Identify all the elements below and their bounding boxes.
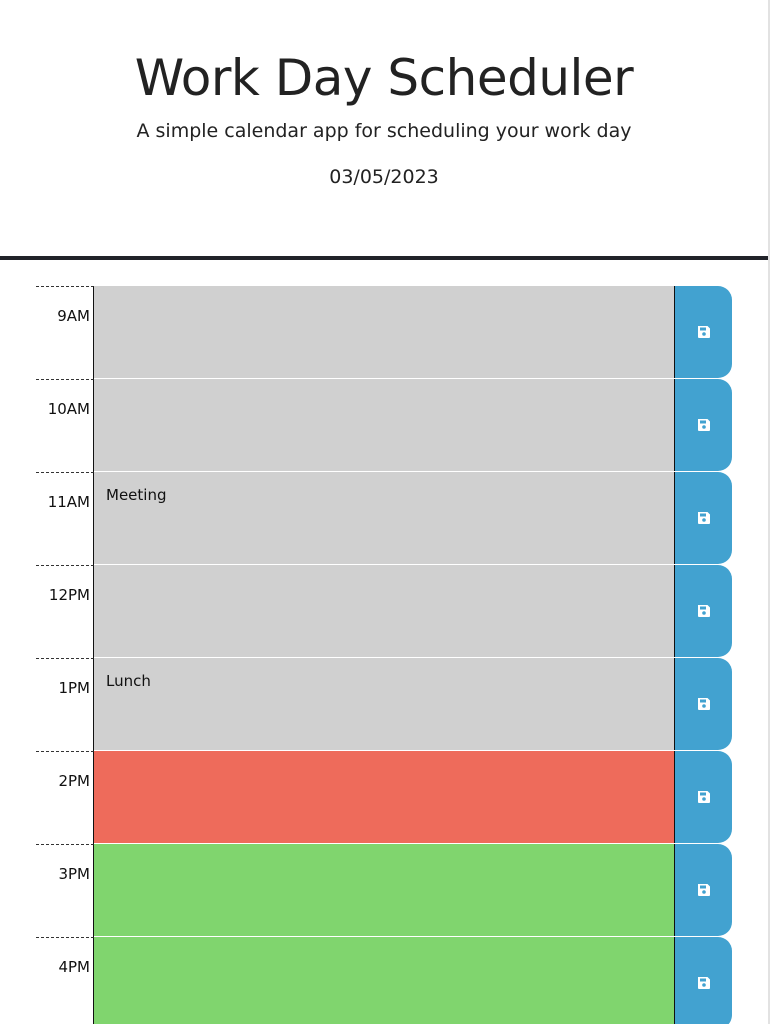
save-button[interactable] — [674, 751, 732, 843]
floppy-disk-icon — [697, 326, 710, 338]
hour-label: 2PM — [36, 751, 94, 844]
floppy-disk-icon — [697, 977, 710, 989]
save-button[interactable] — [674, 658, 732, 750]
time-block-11am: 11AM Meeting — [36, 472, 732, 565]
event-description-input[interactable]: Meeting — [94, 472, 674, 564]
event-description-input[interactable] — [94, 565, 674, 657]
floppy-disk-icon — [697, 884, 710, 896]
time-block-1pm: 1PM Lunch — [36, 658, 732, 751]
save-button[interactable] — [674, 844, 732, 936]
hour-label: 12PM — [36, 565, 94, 658]
time-block-10am: 10AM — [36, 379, 732, 472]
floppy-disk-icon — [697, 698, 710, 710]
save-button[interactable] — [674, 286, 732, 378]
floppy-disk-icon — [697, 512, 710, 524]
time-block-12pm: 12PM — [36, 565, 732, 658]
floppy-disk-icon — [697, 419, 710, 431]
save-button[interactable] — [674, 937, 732, 1024]
page-subtitle: A simple calendar app for scheduling you… — [136, 120, 632, 142]
time-block-4pm: 4PM — [36, 937, 732, 1024]
floppy-disk-icon — [697, 605, 710, 617]
save-button[interactable] — [674, 472, 732, 564]
current-date: 03/05/2023 — [329, 166, 439, 188]
page-title: Work Day Scheduler — [134, 49, 634, 107]
time-block-3pm: 3PM — [36, 844, 732, 937]
event-description-input[interactable] — [94, 751, 674, 843]
hour-label: 4PM — [36, 937, 94, 1024]
hour-label: 11AM — [36, 472, 94, 565]
hour-label: 10AM — [36, 379, 94, 472]
save-button[interactable] — [674, 565, 732, 657]
hour-label: 3PM — [36, 844, 94, 937]
floppy-disk-icon — [697, 791, 710, 803]
time-block-9am: 9AM — [36, 286, 732, 379]
time-block-2pm: 2PM — [36, 751, 732, 844]
hour-label: 1PM — [36, 658, 94, 751]
event-description-input[interactable]: Lunch — [94, 658, 674, 750]
page-edge — [768, 0, 770, 1024]
event-description-input[interactable] — [94, 937, 674, 1024]
save-button[interactable] — [674, 379, 732, 471]
hour-label: 9AM — [36, 286, 94, 379]
page-header: Work Day Scheduler A simple calendar app… — [0, 0, 768, 260]
time-block-list: 9AM 10AM 11AM Meeting 12PM — [36, 286, 732, 1024]
event-description-input[interactable] — [94, 844, 674, 936]
event-description-input[interactable] — [94, 379, 674, 471]
event-description-input[interactable] — [94, 286, 674, 378]
